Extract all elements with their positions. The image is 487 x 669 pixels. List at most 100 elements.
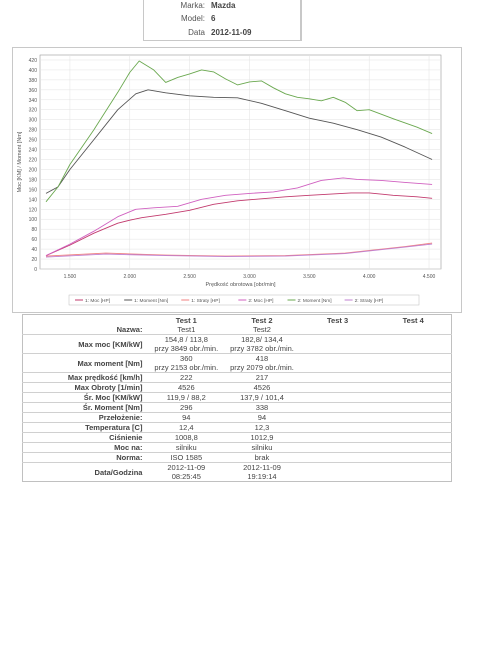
row-label: Ciśnienie — [22, 432, 149, 443]
cell-value: Test1 — [177, 325, 196, 334]
cell-t2: 2012-11-09 19:19:14 — [224, 462, 300, 482]
header-test3: Test 3 — [327, 315, 349, 325]
cell-value: 296 — [180, 403, 193, 412]
header-right-box — [300, 0, 484, 40]
cell-t1: 360 przy 2153 obr./min. — [148, 353, 225, 373]
cell-empty — [300, 325, 376, 335]
cell-value: 222 — [180, 373, 193, 382]
dyno-chart: 0 20 40 60 80 100 120 140 160 180 200 220 240 260 280 3… — [12, 47, 462, 313]
cell-subvalue: przy 2079 obr./min. — [230, 363, 294, 372]
series-line — [45, 60, 433, 203]
table-row: Moc na: silniku silniku — [22, 442, 452, 453]
legend-entry: 1: Moment [Nm] — [134, 298, 168, 304]
results-table: Test 1 Test 2 Test 3 Test 4 Nazwa: Test1 T… — [22, 314, 452, 482]
cell-t1: 222 — [148, 372, 225, 383]
cell-t1: 1008,8 — [148, 432, 225, 443]
cell-value: 2012-11-09 — [167, 463, 206, 472]
cell-empty — [299, 452, 376, 463]
plot-area — [39, 54, 442, 270]
cell-value: 338 — [255, 403, 269, 412]
cell-t2: 12,3 — [224, 422, 300, 433]
cell-t2: 137,9 / 101,4 — [224, 392, 300, 403]
cell-empty — [299, 402, 376, 413]
legend-entry: 1: Straty [HP] — [191, 298, 220, 304]
y-tick-label: 160 — [29, 187, 38, 193]
cell-empty — [299, 382, 376, 393]
cell-empty — [375, 382, 452, 393]
x-tick-label: 3.000 — [243, 274, 256, 280]
cell-value: silniku — [251, 443, 273, 452]
y-tick-label: 20 — [31, 257, 37, 263]
series-line — [45, 89, 433, 194]
y-tick-label: 220 — [29, 158, 38, 164]
cell-t2: 1012,9 — [224, 432, 300, 443]
cell-subvalue: przy 3849 obr./min. — [154, 344, 219, 353]
row-label: Nazwa: — [116, 325, 143, 334]
cell-subvalue: 08:25:45 — [171, 472, 201, 481]
y-tick-label: 380 — [29, 78, 38, 84]
cell-empty — [299, 432, 376, 443]
cell-empty — [299, 353, 376, 373]
y-tick-label: 340 — [29, 98, 38, 104]
cell-t2: Test2 — [224, 325, 300, 335]
table-row: Max prędkość [km/h] 222 217 — [22, 372, 452, 383]
cell-empty — [375, 325, 451, 335]
series-line — [45, 177, 433, 257]
chart-svg: 0 20 40 60 80 100 120 140 160 180 200 220 240 260 280 3… — [17, 54, 442, 306]
header-test4: Test 4 — [402, 315, 424, 325]
table-row: Śr. Moc [KM/kW] 119,9 / 88,2 137,9 / 101,4 — [22, 392, 452, 403]
marka-value: Mazda — [211, 1, 236, 10]
y-tick-label: 320 — [29, 108, 38, 114]
cell-t2: 94 — [224, 412, 300, 423]
table-row: Norma: ISO 1585 brak — [22, 452, 452, 463]
date-label: Data — [188, 28, 205, 37]
row-label: Max moment [Nm] — [22, 353, 149, 373]
y-tick-label: 140 — [29, 197, 38, 203]
legend-entry: 2: Moc [HP] — [248, 298, 273, 304]
table-row: Ciśnienie 1008,8 1012,9 — [22, 432, 452, 443]
cell-subvalue: przy 2153 obr./min. — [154, 363, 219, 372]
cell-value: brak — [254, 453, 270, 462]
row-label: Max Obroty [1/min] — [22, 382, 149, 393]
cell-value: 137,9 / 101,4 — [240, 393, 284, 402]
cell-t1: 4526 — [148, 382, 225, 393]
cell-subvalue: 19:19:14 — [247, 472, 277, 481]
series-line — [45, 243, 433, 258]
table-row: Nazwa: Test1 Test2 — [23, 325, 452, 335]
cell-empty — [375, 334, 452, 354]
cell-empty — [375, 353, 452, 373]
cell-empty — [299, 392, 376, 403]
y-tick-label: 260 — [29, 138, 38, 144]
y-tick-label: 80 — [31, 227, 37, 233]
cell-value: 119,9 / 88,2 — [166, 393, 206, 402]
y-axis-label: Moc [KM] / Moment [Nm] — [17, 131, 23, 192]
cell-t2: 418 przy 2079 obr./min. — [224, 353, 300, 373]
x-tick-label: 3.500 — [303, 274, 316, 280]
cell-value: 2012-11-09 — [243, 463, 281, 472]
legend-entry: 2: Straty [HP] — [355, 298, 384, 304]
cell-empty — [375, 422, 452, 433]
cell-t1: Test1 — [148, 325, 224, 335]
cell-t1: 94 — [148, 412, 225, 423]
cell-t1: silniku — [148, 442, 225, 453]
cell-value: 182,8/ 134,4 — [241, 335, 283, 344]
cell-value: Test2 — [253, 325, 271, 334]
table-row: Temperatura [C] 12,4 12,3 — [22, 422, 452, 433]
marka-label: Marka: — [180, 1, 205, 10]
legend-entry: 1: Moc [HP] — [85, 298, 110, 304]
cell-empty — [299, 412, 376, 423]
row-label: Śr. Moment [Nm] — [22, 402, 149, 413]
model-label: Model: — [180, 14, 205, 23]
y-tick-label: 100 — [29, 217, 38, 223]
y-tick-label: 180 — [29, 177, 38, 183]
cell-value: 217 — [255, 373, 269, 382]
cell-value: 1012,9 — [250, 433, 274, 442]
x-tick-label: 2.000 — [124, 274, 137, 280]
date-value: 2012-11-09 — [211, 28, 252, 37]
cell-empty — [299, 334, 376, 354]
row-label: Data/Godzina — [22, 462, 149, 482]
cell-value: 360 — [180, 354, 193, 363]
y-tick-label: 280 — [29, 128, 38, 134]
cell-empty — [375, 452, 452, 463]
cell-t2: brak — [224, 452, 300, 463]
